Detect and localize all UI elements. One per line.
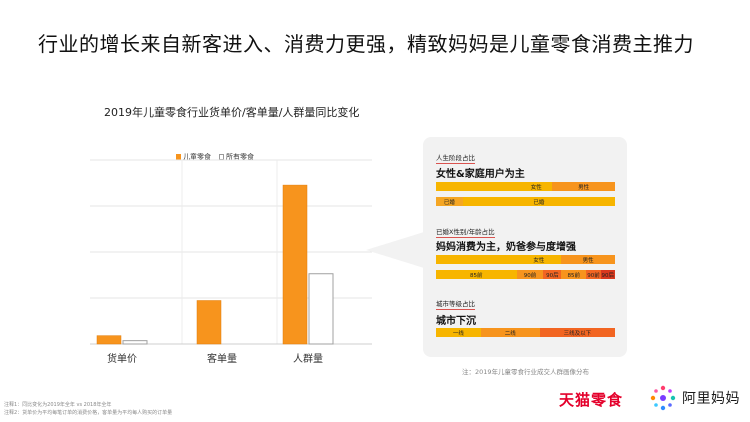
life-stage-marital-strip: 已婚 已婚	[436, 197, 615, 206]
chart-title: 2019年儿童零食行业货单价/客单量/人群量同比变化	[104, 106, 360, 119]
city-tier-label: 城市等级占比	[436, 300, 475, 308]
x-tick-label: 人群量	[293, 352, 323, 365]
x-tick-label: 客单量	[207, 352, 237, 365]
panel-note: 注：2019年儿童零食行业成交人群画像分布	[462, 368, 590, 376]
footnote-2: 注释2：货单价为平均每笔订单的消费价格，客单量为平均每人购买的订单量	[4, 409, 173, 416]
callout-pointer	[366, 232, 424, 268]
footnotes: 注释1：同比变化为2019年全年 vs 2018年全年 注释2：货单价为平均每笔…	[4, 402, 172, 417]
footnote-1: 注释1：同比变化为2019年全年 vs 2018年全年	[4, 402, 112, 408]
strip-segment: 90后	[600, 270, 615, 279]
strip-segment: 已婚	[436, 197, 463, 206]
bar-kids-snacks	[196, 300, 222, 345]
married-gender-strip: 女性 男性	[436, 255, 615, 264]
page-headline: 行业的增长来自新客进入、消费力更强，精致妈妈是儿童零食消费主推力	[38, 32, 694, 56]
strip-segment: 女性	[520, 182, 553, 191]
bar-all-snacks	[122, 340, 148, 345]
married-gender-headline: 妈妈消费为主，奶爸参与度增强	[436, 242, 576, 253]
bar-kids-snacks	[96, 335, 122, 345]
bar-all-snacks	[308, 273, 334, 345]
legend-item-kids: 儿童零食	[176, 152, 211, 162]
strip-segment: 90前	[516, 270, 544, 279]
strip-segment: 男性	[561, 255, 615, 264]
legend-label-kids: 儿童零食	[183, 153, 211, 161]
strip-segment	[436, 182, 521, 191]
life-stage-headline: 女性&家庭用户为主	[436, 169, 525, 180]
strip-segment: 一线	[436, 328, 481, 337]
strip-segment: 85前	[561, 270, 587, 279]
married-gender-label: 已婚X性别/年龄占比	[436, 228, 495, 236]
life-stage-label: 人生阶段占比	[436, 154, 475, 162]
alimama-logo-icon	[650, 385, 676, 411]
strip-segment: 男性	[552, 182, 615, 191]
strip-segment: 85前	[436, 270, 517, 279]
strip-segment: 二线	[480, 328, 540, 337]
alimama-name: 阿里妈妈	[682, 391, 740, 407]
married-age-strip: 85前 90前 90后 85前 90前 90后	[436, 270, 615, 279]
strip-segment: 90前	[586, 270, 601, 279]
legend-label-all: 所有零食	[226, 153, 254, 161]
life-stage-gender-strip: 女性 男性	[436, 182, 615, 191]
x-tick-label: 货单价	[107, 352, 137, 365]
strip-segment: 女性	[516, 255, 562, 264]
city-tier-strip: 一线 二线 三线及以下	[436, 328, 615, 337]
strip-segment	[436, 255, 517, 264]
tmall-snacks-logo: 天猫零食	[559, 391, 624, 409]
strip-segment: 已婚	[462, 197, 615, 206]
strip-segment: 三线及以下	[539, 328, 615, 337]
alimama-logo: 阿里妈妈	[648, 383, 740, 413]
legend-swatch-kids	[176, 154, 181, 160]
audience-profile-panel	[423, 137, 627, 357]
city-tier-headline: 城市下沉	[436, 316, 476, 327]
bar-kids-snacks	[282, 184, 308, 345]
strip-segment: 90后	[543, 270, 562, 279]
